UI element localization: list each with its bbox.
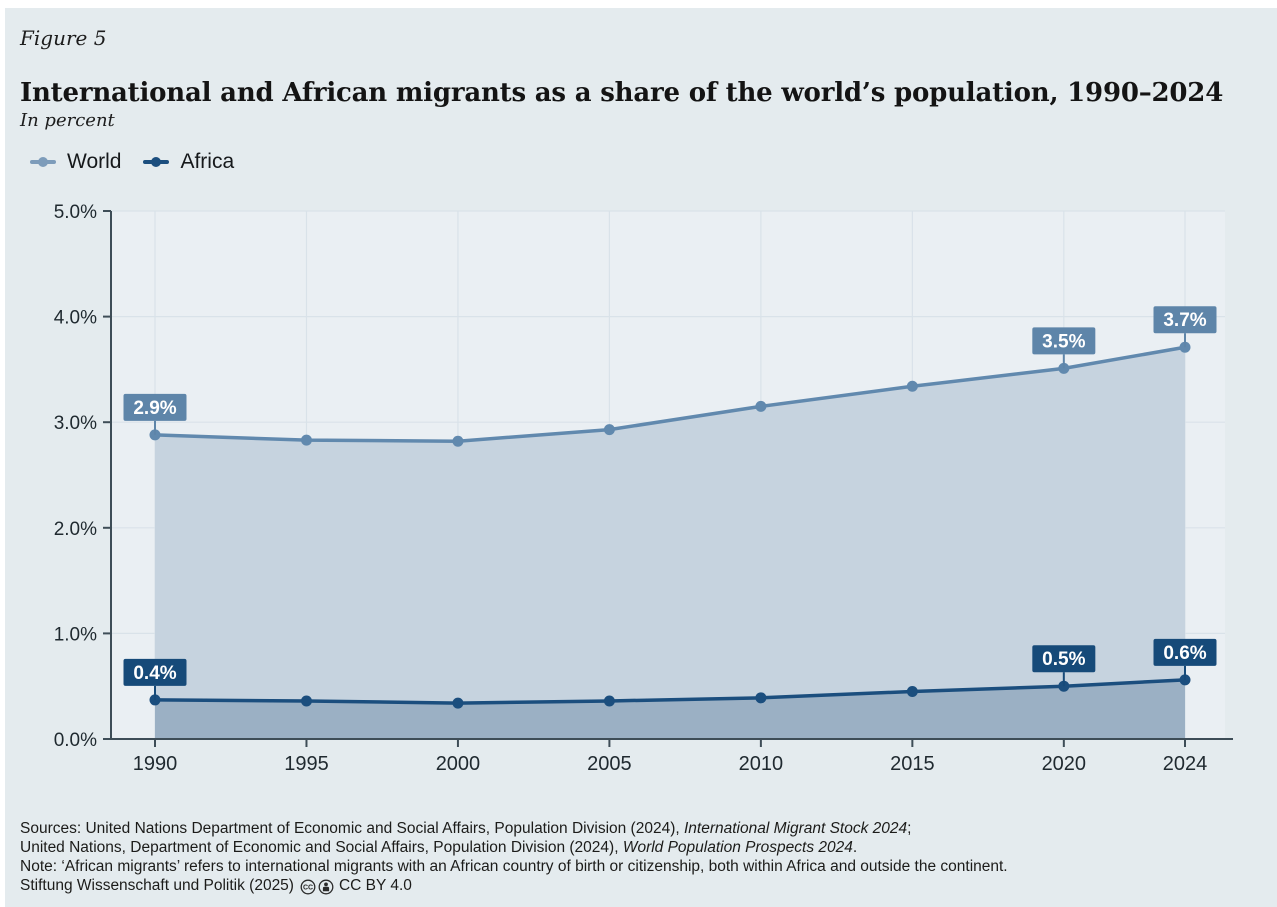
x-tick-label: 2000 (436, 753, 481, 775)
cc-by-icon (318, 879, 334, 895)
y-tick-label: 0.0% (54, 730, 97, 751)
cc-icon: CC (300, 879, 316, 895)
world-point (452, 435, 464, 447)
y-tick-label: 5.0% (54, 202, 97, 223)
world-data-label-box (1153, 306, 1217, 334)
africa-line (153, 678, 1187, 705)
legend-item-world: World (30, 150, 121, 174)
credit-line: Stiftung Wissenschaft und Politik (2025)… (20, 876, 1008, 898)
x-tick-label: 2010 (739, 753, 784, 775)
world-data-label: 2.9% (133, 398, 176, 419)
africa-data-label: 0.6% (1163, 643, 1206, 664)
legend: World Africa (30, 150, 234, 174)
world-data-label-box (123, 393, 187, 421)
world-series-marker-icon (30, 157, 56, 167)
africa-data-label-box (1032, 645, 1096, 673)
africa-point (906, 685, 918, 697)
africa-data-label: 0.5% (1042, 649, 1085, 670)
y-tick-label: 1.0% (54, 624, 97, 645)
source-line-2: United Nations, Department of Economic a… (20, 839, 858, 856)
figure-number: Figure 5 (20, 26, 107, 50)
world-point (906, 380, 918, 392)
world-line (153, 345, 1187, 443)
svg-text:CC: CC (303, 885, 313, 892)
legend-label-africa: Africa (180, 150, 235, 173)
africa-data-label: 0.4% (133, 663, 176, 684)
legend-item-africa: Africa (143, 150, 234, 174)
world-point (603, 424, 615, 436)
chart-title: International and African migrants as a … (20, 78, 1224, 108)
y-tick-label: 4.0% (54, 308, 97, 329)
world-area (155, 347, 1185, 739)
y-tick-label: 3.0% (54, 413, 97, 434)
x-tick-label: 1990 (133, 753, 178, 775)
africa-data-label-box (123, 658, 187, 686)
africa-series-marker-icon (143, 157, 170, 167)
africa-area (155, 679, 1185, 739)
world-data-label: 3.5% (1042, 331, 1085, 352)
legend-label-world: World (67, 150, 122, 173)
world-data-label: 3.7% (1163, 310, 1206, 331)
note-line: Note: ‘African migrants’ refers to inter… (20, 858, 1008, 875)
x-tick-label: 1995 (284, 753, 329, 775)
x-tick-label: 2020 (1042, 753, 1087, 775)
world-data-label-box (1032, 327, 1096, 355)
x-tick-label: 2024 (1163, 753, 1208, 775)
chart-subtitle: In percent (20, 110, 115, 131)
world-point (300, 434, 312, 446)
y-tick-label: 2.0% (54, 519, 97, 540)
x-tick-label: 2005 (587, 753, 632, 775)
africa-point (755, 692, 767, 704)
world-point (755, 400, 767, 412)
x-tick-label: 2015 (890, 753, 935, 775)
africa-point (452, 697, 464, 709)
cc-license-icons: CC (300, 879, 336, 898)
source-line-1: Sources: United Nations Department of Ec… (20, 820, 912, 837)
africa-point (603, 695, 615, 707)
footer-notes: Sources: United Nations Department of Ec… (20, 819, 1008, 898)
africa-point (300, 695, 312, 707)
africa-data-label-box (1153, 638, 1217, 666)
